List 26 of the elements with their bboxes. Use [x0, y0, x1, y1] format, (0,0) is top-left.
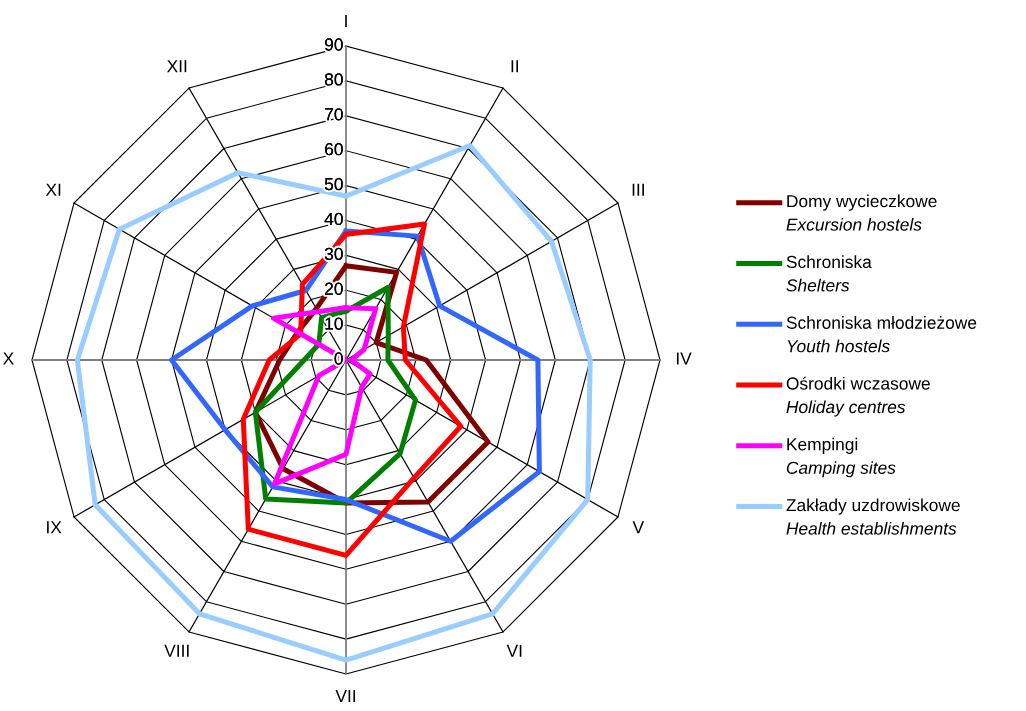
y-tick-label: 80: [324, 73, 343, 86]
spoke-label: IX: [47, 521, 62, 534]
spoke-label: II: [511, 60, 518, 73]
spoke-label: V: [632, 521, 645, 534]
y-tick-label: 10: [325, 317, 343, 330]
spoke-label: XII: [167, 60, 187, 73]
spoke-label: IV: [676, 352, 692, 365]
spoke-label: VI: [506, 644, 522, 657]
legend-label: Ośrodki wczasowe Holiday centres: [786, 376, 930, 417]
legend-label: Schroniska Shelters: [786, 255, 872, 292]
y-tick-label: 0: [334, 352, 343, 365]
y-tick-label: 40: [324, 212, 343, 226]
y-tick-label: 90: [324, 38, 343, 51]
spoke-label: III: [632, 183, 644, 196]
y-tick-label: 60: [325, 143, 343, 156]
spoke-label: X: [3, 352, 14, 365]
legend-label: Zakłady uzdrowiskowe Health establishments: [786, 498, 960, 535]
y-tick-label: 50: [324, 177, 343, 191]
spoke-label: VIII: [164, 644, 189, 657]
spoke-label: I: [345, 15, 347, 27]
y-tick-label: 70: [325, 108, 343, 121]
spoke-label: VII: [335, 690, 356, 703]
legend-label: Kempingi Camping sites: [786, 437, 896, 478]
spoke-label: XI: [45, 183, 61, 196]
legend-label: Domy wycieczkowe Excursion hostels: [786, 194, 937, 231]
legend-label: Schroniska młodzieżowe Youth hostels: [786, 316, 977, 353]
